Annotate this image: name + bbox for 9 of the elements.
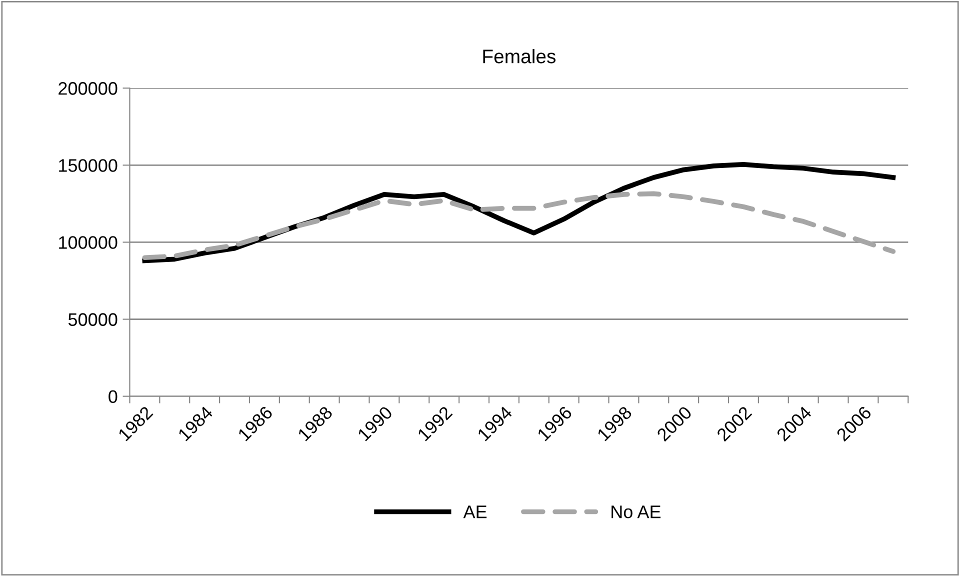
chart-title: Females: [483, 49, 556, 64]
y-tick-label: 0: [108, 390, 118, 404]
y-tick-label: 150000: [59, 159, 118, 172]
y-tick-label: 100000: [59, 236, 118, 249]
y-tick-label: 50000: [68, 313, 118, 326]
legend-label: No AE: [612, 506, 661, 518]
line-series: [142, 191, 896, 260]
y-tick-label: 200000: [58, 82, 118, 95]
legend-label: AE: [463, 506, 487, 518]
